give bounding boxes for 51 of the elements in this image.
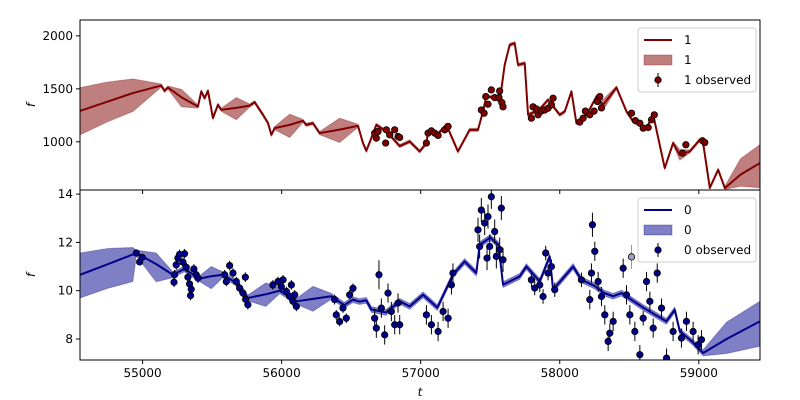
y-tick-label: 1500 — [42, 82, 73, 96]
point — [549, 94, 557, 102]
point — [422, 139, 430, 147]
point — [374, 128, 382, 136]
x-tick-label: 55000 — [123, 366, 162, 380]
y-tick-label: 10 — [58, 284, 73, 298]
y-axis-title: f — [24, 271, 38, 278]
point — [391, 126, 398, 134]
point — [582, 107, 589, 115]
text: 0 — [684, 203, 692, 217]
point — [444, 122, 452, 130]
point — [701, 138, 708, 146]
point — [682, 141, 690, 148]
point — [372, 134, 380, 142]
point — [628, 110, 636, 117]
point — [480, 110, 488, 117]
point — [499, 103, 507, 110]
point — [678, 150, 686, 157]
x-tick-label: 57000 — [402, 366, 440, 380]
x-tick-label: 58000 — [540, 366, 579, 380]
y-tick-label: 12 — [58, 235, 73, 250]
point — [488, 86, 495, 94]
point — [650, 111, 658, 118]
point — [484, 100, 492, 108]
y-tick-label: 1000 — [42, 134, 73, 149]
x-tick-label: 59000 — [680, 366, 718, 380]
y-tick-label: 2000 — [42, 28, 73, 43]
x-tick-label: 56000 — [262, 366, 301, 380]
point — [548, 101, 556, 108]
point — [496, 87, 504, 95]
legend-label: 0 — [684, 223, 692, 237]
legend-label: 1 observed — [684, 73, 752, 87]
point — [382, 139, 390, 147]
point — [580, 114, 587, 122]
point — [644, 124, 652, 132]
point — [528, 114, 535, 122]
legend-label: 0 observed — [684, 243, 752, 257]
y-axis-title: f — [24, 101, 38, 108]
legend-label: 1 — [684, 33, 692, 47]
y-tick-label: 14 — [58, 187, 73, 202]
point — [590, 107, 598, 115]
point — [386, 131, 394, 138]
point — [434, 132, 442, 140]
point — [482, 92, 490, 100]
point — [596, 92, 604, 100]
y-tick-label: 8 — [65, 332, 73, 346]
point — [598, 104, 606, 112]
point — [636, 120, 644, 127]
x-axis-title: t — [418, 385, 424, 399]
text: 1 — [684, 53, 692, 67]
point — [382, 126, 390, 134]
